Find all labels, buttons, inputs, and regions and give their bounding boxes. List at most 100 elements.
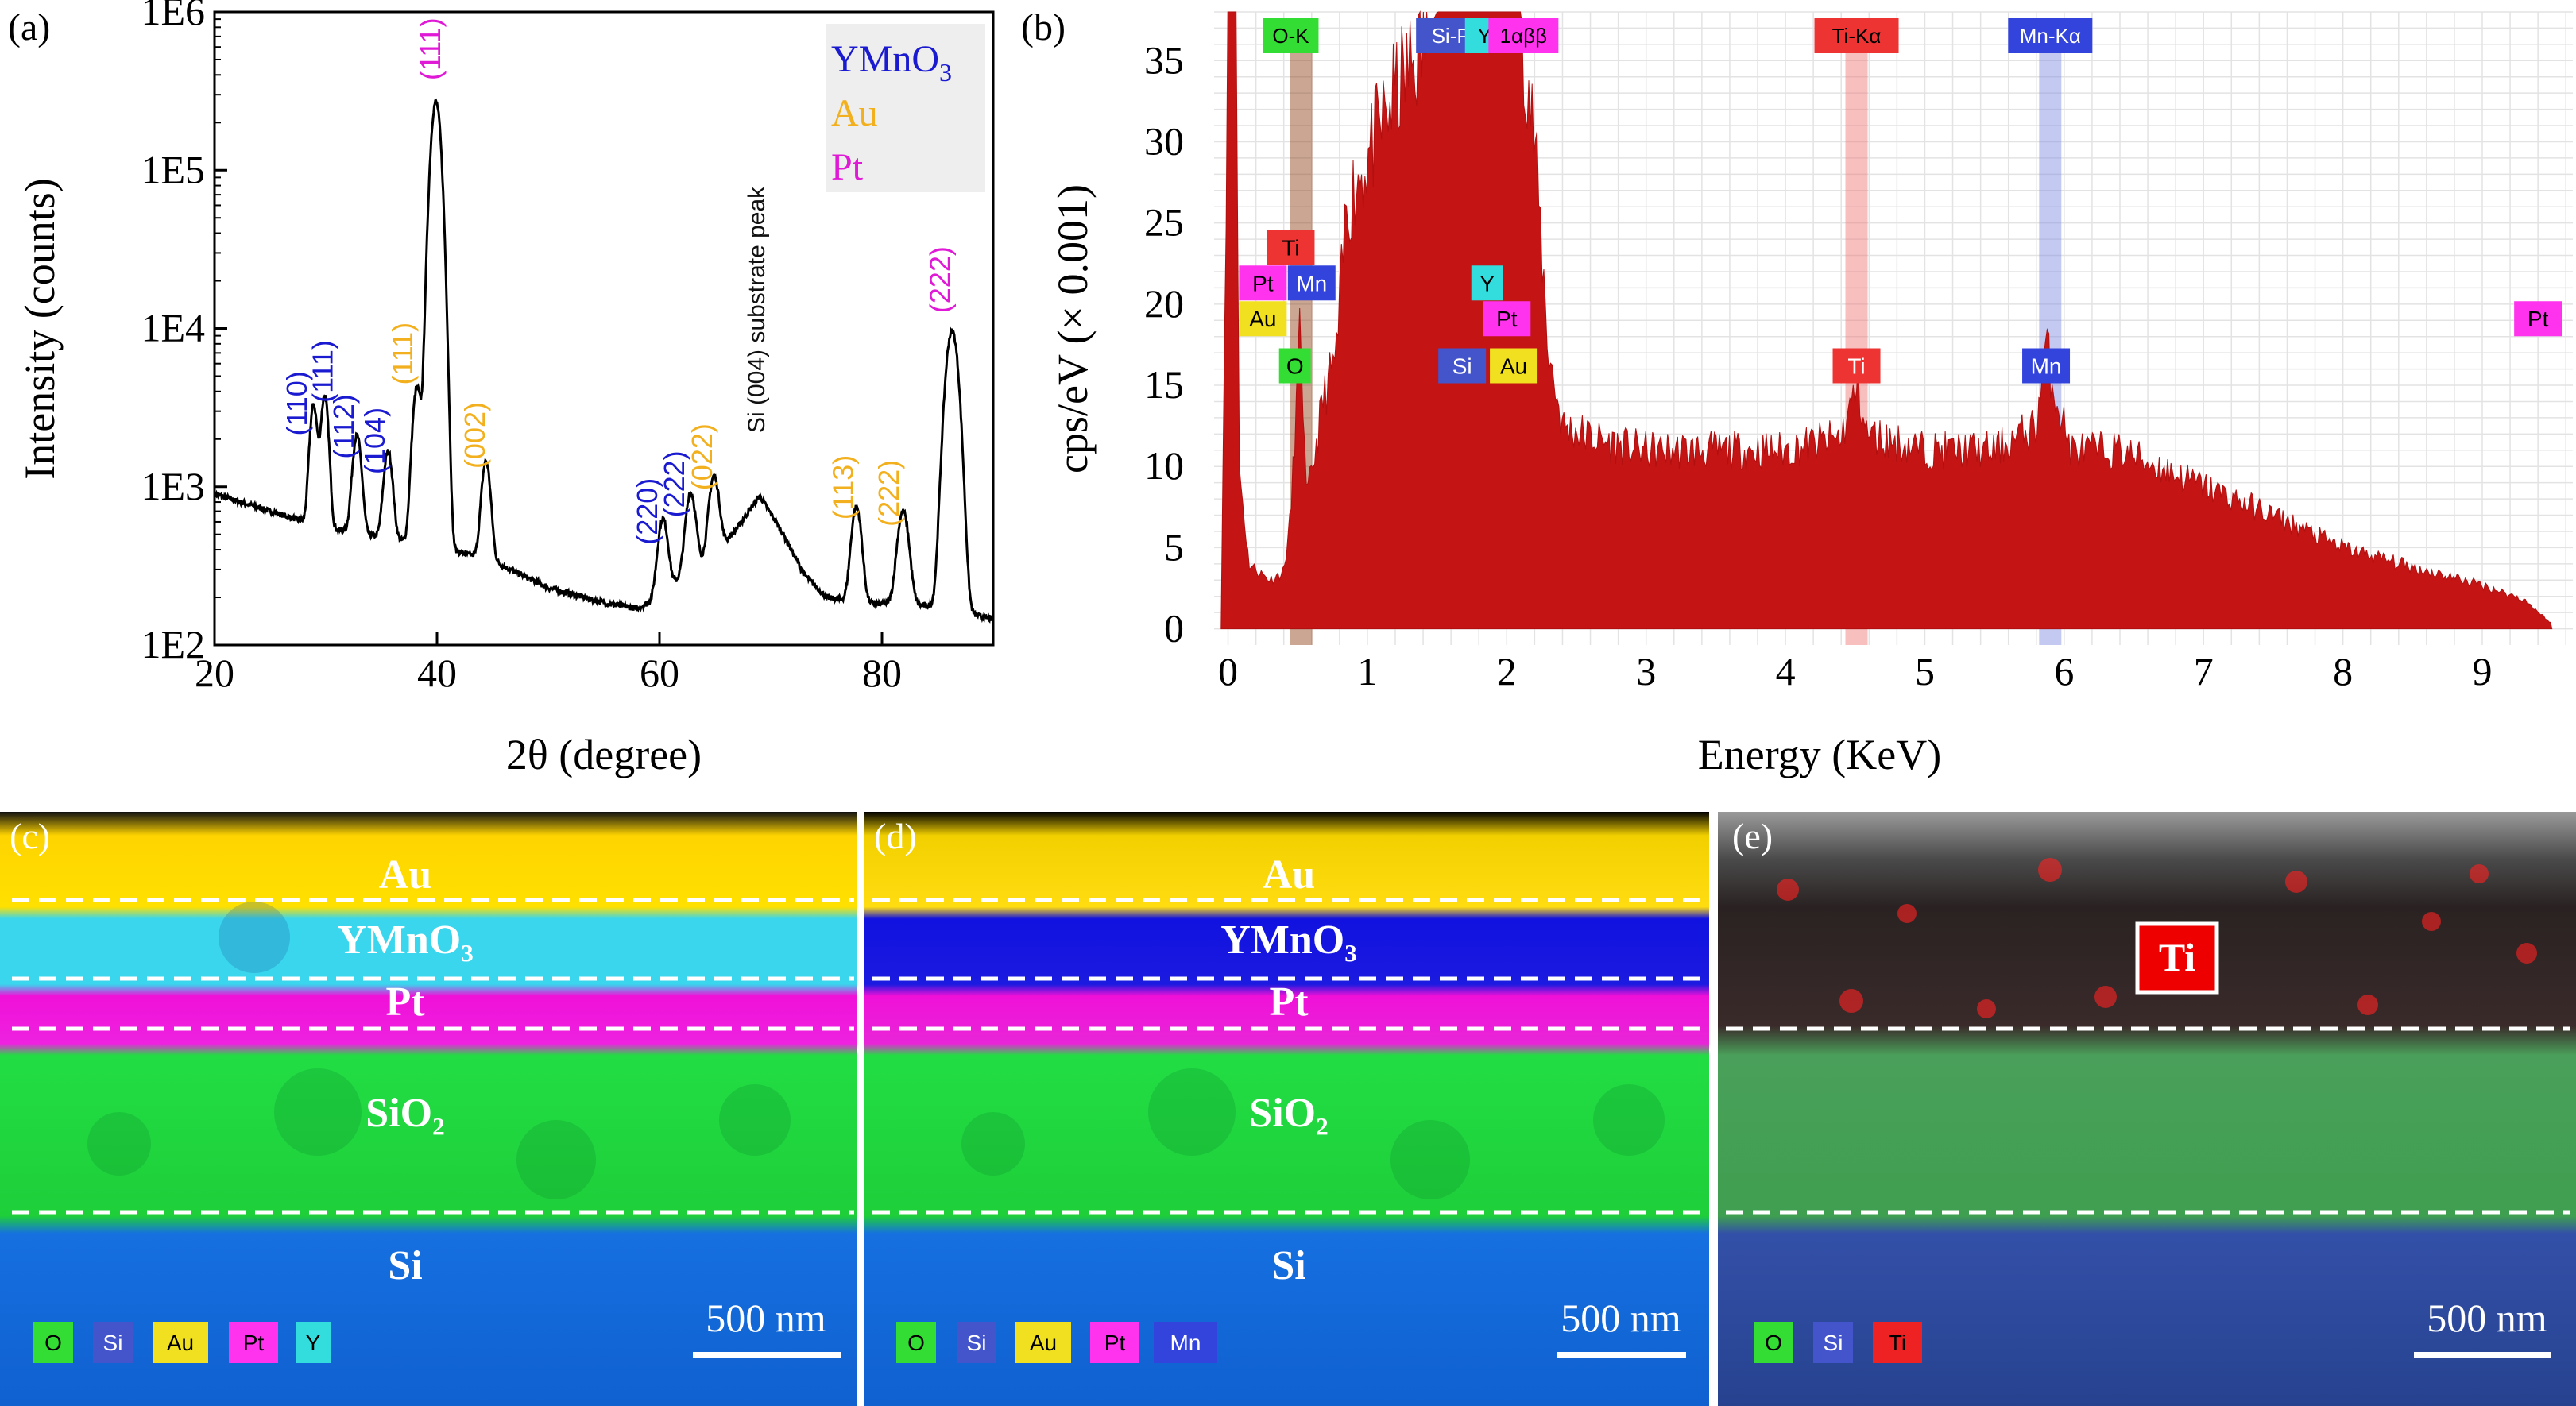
map-c-legend-swatch-y bbox=[296, 1322, 331, 1363]
eds-y-tick-label: 35 bbox=[1144, 37, 1184, 82]
map-d-layer-au: Au bbox=[1263, 852, 1315, 898]
eds-x-tick-label: 9 bbox=[2473, 649, 2493, 693]
eds-peak-marker-box bbox=[1832, 348, 1881, 384]
eds-peak-marker-label: Au bbox=[1500, 354, 1527, 379]
eds-top-tag-box bbox=[1263, 18, 1319, 53]
eds-peak-marker-box bbox=[1490, 348, 1538, 384]
eds-y-axis-label: cps/eV (× 0.001) bbox=[1049, 184, 1097, 473]
xrd-y-axis-label: Intensity (counts) bbox=[16, 178, 64, 479]
eds-y-tick-label: 25 bbox=[1144, 200, 1184, 245]
map-d-legend-o: O bbox=[907, 1331, 925, 1355]
map-c-legend-swatch-au bbox=[153, 1322, 208, 1363]
eds-y-tick-label: 15 bbox=[1144, 362, 1184, 407]
xrd-peak-label: (112) bbox=[327, 394, 360, 458]
map-d-layer-sio2: SiO₂ bbox=[1249, 1091, 1328, 1136]
xrd-y-tick-label: 1E6 bbox=[141, 0, 205, 33]
eds-x-tick-label: 3 bbox=[1636, 649, 1656, 693]
map-d-legend-au: Au bbox=[1030, 1331, 1057, 1355]
eds-y-tick-label: 5 bbox=[1164, 524, 1184, 569]
xrd-y-tick-label: 1E4 bbox=[141, 306, 205, 350]
xrd-peak-label: (104) bbox=[358, 408, 391, 474]
map-d-legend-si: Si bbox=[967, 1331, 987, 1355]
eds-peak-marker-box bbox=[1239, 301, 1287, 337]
map-d-legend: O Si Au Pt Mn bbox=[896, 1322, 1217, 1363]
map-d-legend-swatch-au bbox=[1015, 1322, 1071, 1363]
map-e-legend: O Si Ti bbox=[1754, 1322, 1922, 1363]
map-c-legend-swatch-pt bbox=[229, 1322, 278, 1363]
map-e-legend-swatch-ti bbox=[1873, 1322, 1922, 1363]
map-d-texture bbox=[961, 1068, 1665, 1199]
xrd-peak-label: (111) bbox=[386, 323, 419, 385]
eds-peak-marker-box bbox=[1483, 301, 1531, 337]
eds-x-axis-label: Energy (KeV) bbox=[1698, 731, 1941, 778]
map-c-layer-sio2: SiO₂ bbox=[366, 1091, 444, 1136]
xrd-peak-label: (110) bbox=[280, 371, 313, 435]
map-c-scalebar-label: 500 nm bbox=[706, 1296, 826, 1340]
xrd-y-tick-label: 1E5 bbox=[141, 147, 205, 191]
map-c-legend-pt: Pt bbox=[243, 1331, 265, 1355]
xrd-peak-label: (222) bbox=[658, 450, 690, 517]
xrd-peak-label: (113) bbox=[827, 455, 860, 520]
eds-peak-marker-label: Y bbox=[1479, 271, 1495, 295]
xrd-peak-label: (222) bbox=[923, 246, 956, 313]
eds-peak-marker-label: Ti bbox=[1282, 235, 1299, 260]
xrd-peak-label: (002) bbox=[458, 402, 491, 469]
map-d-legend-pt: Pt bbox=[1104, 1331, 1126, 1355]
xrd-series-line bbox=[213, 98, 994, 624]
map-c-legend-swatch-si bbox=[93, 1322, 133, 1363]
xrd-x-axis-label: 2θ (degree) bbox=[506, 731, 702, 778]
xrd-legend-entry-pt: Pt bbox=[831, 146, 864, 188]
eds-top-tag-box bbox=[1488, 18, 1559, 53]
eds-y-tick-label: 0 bbox=[1164, 606, 1184, 651]
panel-label-d: (d) bbox=[874, 816, 917, 856]
eds-y-tick-label: 30 bbox=[1144, 118, 1184, 163]
xrd-x-tick-label: 40 bbox=[417, 651, 457, 695]
map-d-scalebar-label: 500 nm bbox=[1561, 1296, 1681, 1340]
eds-x-tick-label: 2 bbox=[1497, 649, 1517, 693]
eds-peak-marker-box bbox=[1239, 265, 1287, 301]
xrd-peak-label: (111) bbox=[414, 17, 447, 80]
map-c-legend-y: Y bbox=[306, 1331, 321, 1355]
xrd-annotation-si-substrate: Si (004) substrate peak bbox=[744, 186, 770, 433]
map-d-image bbox=[864, 812, 1709, 1406]
xrd-legend: YMnO3 Au Pt bbox=[826, 24, 985, 192]
panel-label-a: (a) bbox=[8, 6, 50, 48]
map-e-legend-swatch-si bbox=[1813, 1322, 1853, 1363]
xrd-x-tick-label: 80 bbox=[862, 651, 902, 695]
map-c-legend-au: Au bbox=[167, 1331, 194, 1355]
map-c-layer-pt: Pt bbox=[385, 979, 425, 1025]
eds-top-tag-label: 1αββ bbox=[1500, 24, 1547, 48]
eds-ticks: 0 1 2 3 4 5 6 7 8 9 0 5 10 15 20 25 30 35 bbox=[1144, 37, 2493, 693]
map-e-legend-si: Si bbox=[1824, 1331, 1843, 1355]
panel-label-b: (b) bbox=[1021, 6, 1066, 48]
xrd-peak-label: (022) bbox=[686, 423, 718, 490]
eds-map-d: (d) Au YMnO₃ Pt SiO₂ Si 500 nm O Si Au P… bbox=[864, 812, 1709, 1406]
eds-peak-marker-label: Pt bbox=[1496, 307, 1518, 331]
map-d-layer-ymno3: YMnO₃ bbox=[1220, 917, 1357, 963]
eds-spectrum-bars bbox=[1220, 10, 2553, 630]
eds-map-c: (c) Au YMnO₃ Pt SiO₂ Si 500 nm O Si Au P… bbox=[0, 812, 857, 1406]
xrd-y-tick-label: 1E3 bbox=[141, 464, 205, 508]
xrd-peak-labels: (110)(111)(112)(104)(111)(111)(002)(220)… bbox=[280, 17, 956, 544]
eds-peak-marker-label: Mn bbox=[2031, 354, 2062, 379]
eds-peak-marker-label: Pt bbox=[1252, 271, 1274, 295]
eds-top-tag-label: O-K bbox=[1272, 24, 1309, 48]
map-e-legend-swatch-o bbox=[1754, 1322, 1793, 1363]
map-c-legend-si: Si bbox=[103, 1331, 123, 1355]
eds-peak-marker-box bbox=[1287, 265, 1336, 301]
eds-y-tick-label: 20 bbox=[1144, 281, 1184, 326]
xrd-y-tick-label: 1E2 bbox=[141, 622, 205, 666]
eds-peak-marker-box bbox=[1278, 348, 1311, 384]
map-e-legend-o: O bbox=[1765, 1331, 1782, 1355]
xrd-x-tick-label: 60 bbox=[640, 651, 679, 695]
map-d-layer-si: Si bbox=[1271, 1243, 1305, 1288]
xrd-peak-label: (111) bbox=[306, 340, 338, 403]
eds-peak-marker-box bbox=[2022, 348, 2071, 384]
map-d-legend-swatch-si bbox=[957, 1322, 996, 1363]
eds-peak-marker-box bbox=[1438, 348, 1487, 384]
eds-peak-marker-label: Si bbox=[1452, 354, 1472, 379]
map-c-layer-au: Au bbox=[379, 852, 431, 898]
xrd-legend-entry-au: Au bbox=[831, 92, 878, 134]
map-e-legend-ti: Ti bbox=[1889, 1331, 1906, 1355]
